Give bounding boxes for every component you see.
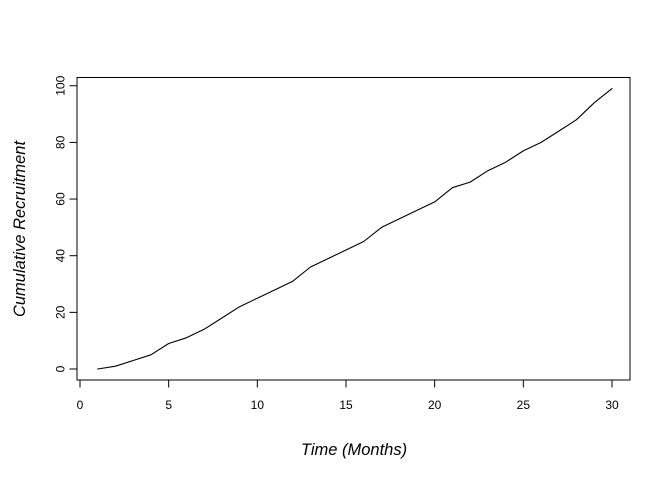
x-axis-tick-label: 30 <box>605 398 619 412</box>
x-axis-tick-label: 15 <box>339 398 353 412</box>
x-axis: 0 5 10 15 20 25 30 <box>77 380 619 412</box>
x-axis-tick-label: 5 <box>165 398 172 412</box>
x-axis-title: Time (Months) <box>301 441 407 459</box>
plot-box <box>76 77 631 381</box>
y-axis: 0 20 40 60 80 100 <box>54 75 77 372</box>
x-axis-tick-label: 10 <box>251 398 265 412</box>
series-line <box>97 88 613 370</box>
y-axis-tick-label: 80 <box>54 135 68 149</box>
x-axis-tick-label: 20 <box>428 398 442 412</box>
y-axis-tick-label: 0 <box>54 365 68 372</box>
y-axis-tick-label: 20 <box>54 305 68 319</box>
y-axis-tick-label: 100 <box>54 75 68 95</box>
y-axis-tick-label: 60 <box>54 192 68 206</box>
x-axis-tick-label: 25 <box>517 398 531 412</box>
x-axis-tick-label: 0 <box>77 398 84 412</box>
y-axis-title: Cumulative Recruitment <box>11 140 29 317</box>
y-axis-tick-label: 40 <box>54 249 68 263</box>
